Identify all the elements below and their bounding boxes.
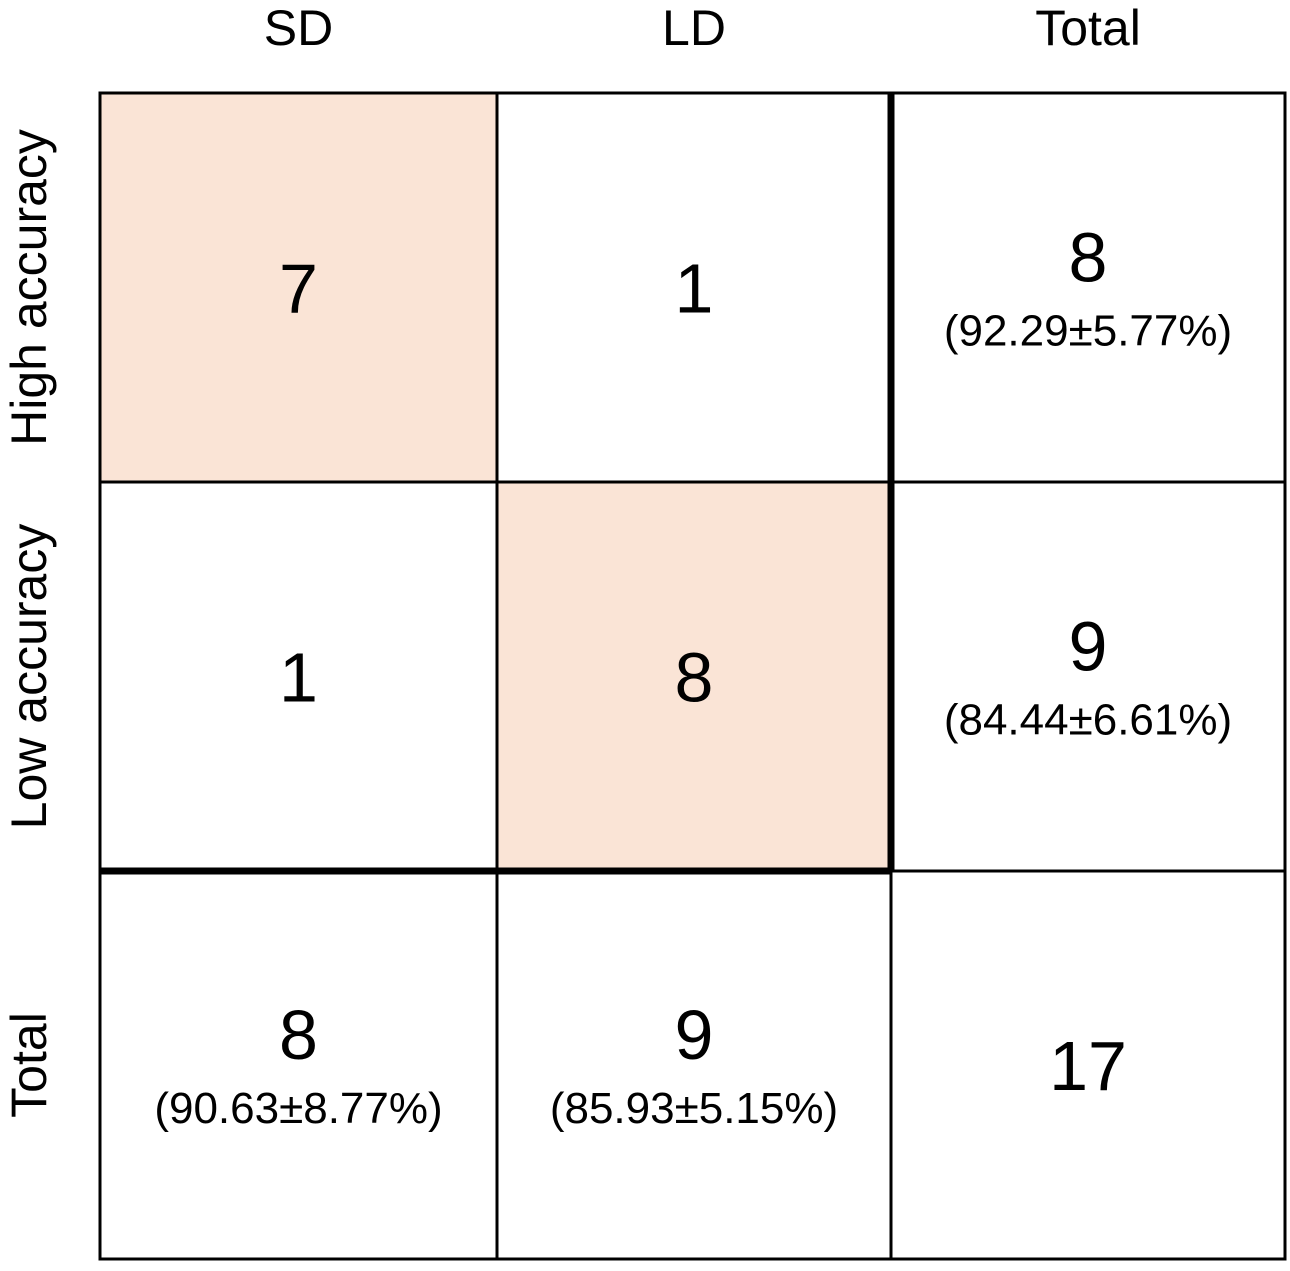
cell-total-ld-percent: (85.93±5.15%) xyxy=(550,1084,838,1133)
cell-low-accuracy-total-percent: (84.44±6.61%) xyxy=(944,696,1232,745)
cell-low-accuracy-sd-count: 1 xyxy=(279,639,318,717)
column-label-sd: SD xyxy=(264,0,333,56)
highlight-fill-high-accuracy-sd xyxy=(100,93,497,482)
row-label-low-accuracy: Low accuracy xyxy=(1,524,57,830)
cell-total-sd-percent: (90.63±8.77%) xyxy=(154,1084,442,1133)
column-label-total: Total xyxy=(1035,0,1141,56)
cell-total-ld-count: 9 xyxy=(675,996,714,1074)
cell-high-accuracy-total-count: 8 xyxy=(1069,219,1108,297)
cell-texts: 7 1 8 (92.29±5.77%) 1 8 9 (84.44±6.61%) 8 (90.63±… xyxy=(154,219,1232,1134)
row-label-total: Total xyxy=(1,1012,57,1118)
highlight-fill-low-accuracy-ld xyxy=(497,482,891,871)
row-label-high-accuracy: High accuracy xyxy=(1,129,57,446)
cell-low-accuracy-total-count: 9 xyxy=(1069,608,1108,686)
grid-lines xyxy=(98,91,1287,1261)
column-label-ld: LD xyxy=(662,0,726,56)
cell-high-accuracy-sd-count: 7 xyxy=(279,250,318,328)
cell-fills xyxy=(100,93,891,871)
cell-high-accuracy-ld-count: 1 xyxy=(675,250,714,328)
cell-high-accuracy-total-percent: (92.29±5.77%) xyxy=(944,307,1232,356)
cell-total-total-count: 17 xyxy=(1049,1027,1127,1105)
cell-total-sd-count: 8 xyxy=(279,996,318,1074)
labels: SD LD Total High accuracy Low accuracy Total xyxy=(1,0,1141,1118)
cell-low-accuracy-ld-count: 8 xyxy=(675,639,714,717)
